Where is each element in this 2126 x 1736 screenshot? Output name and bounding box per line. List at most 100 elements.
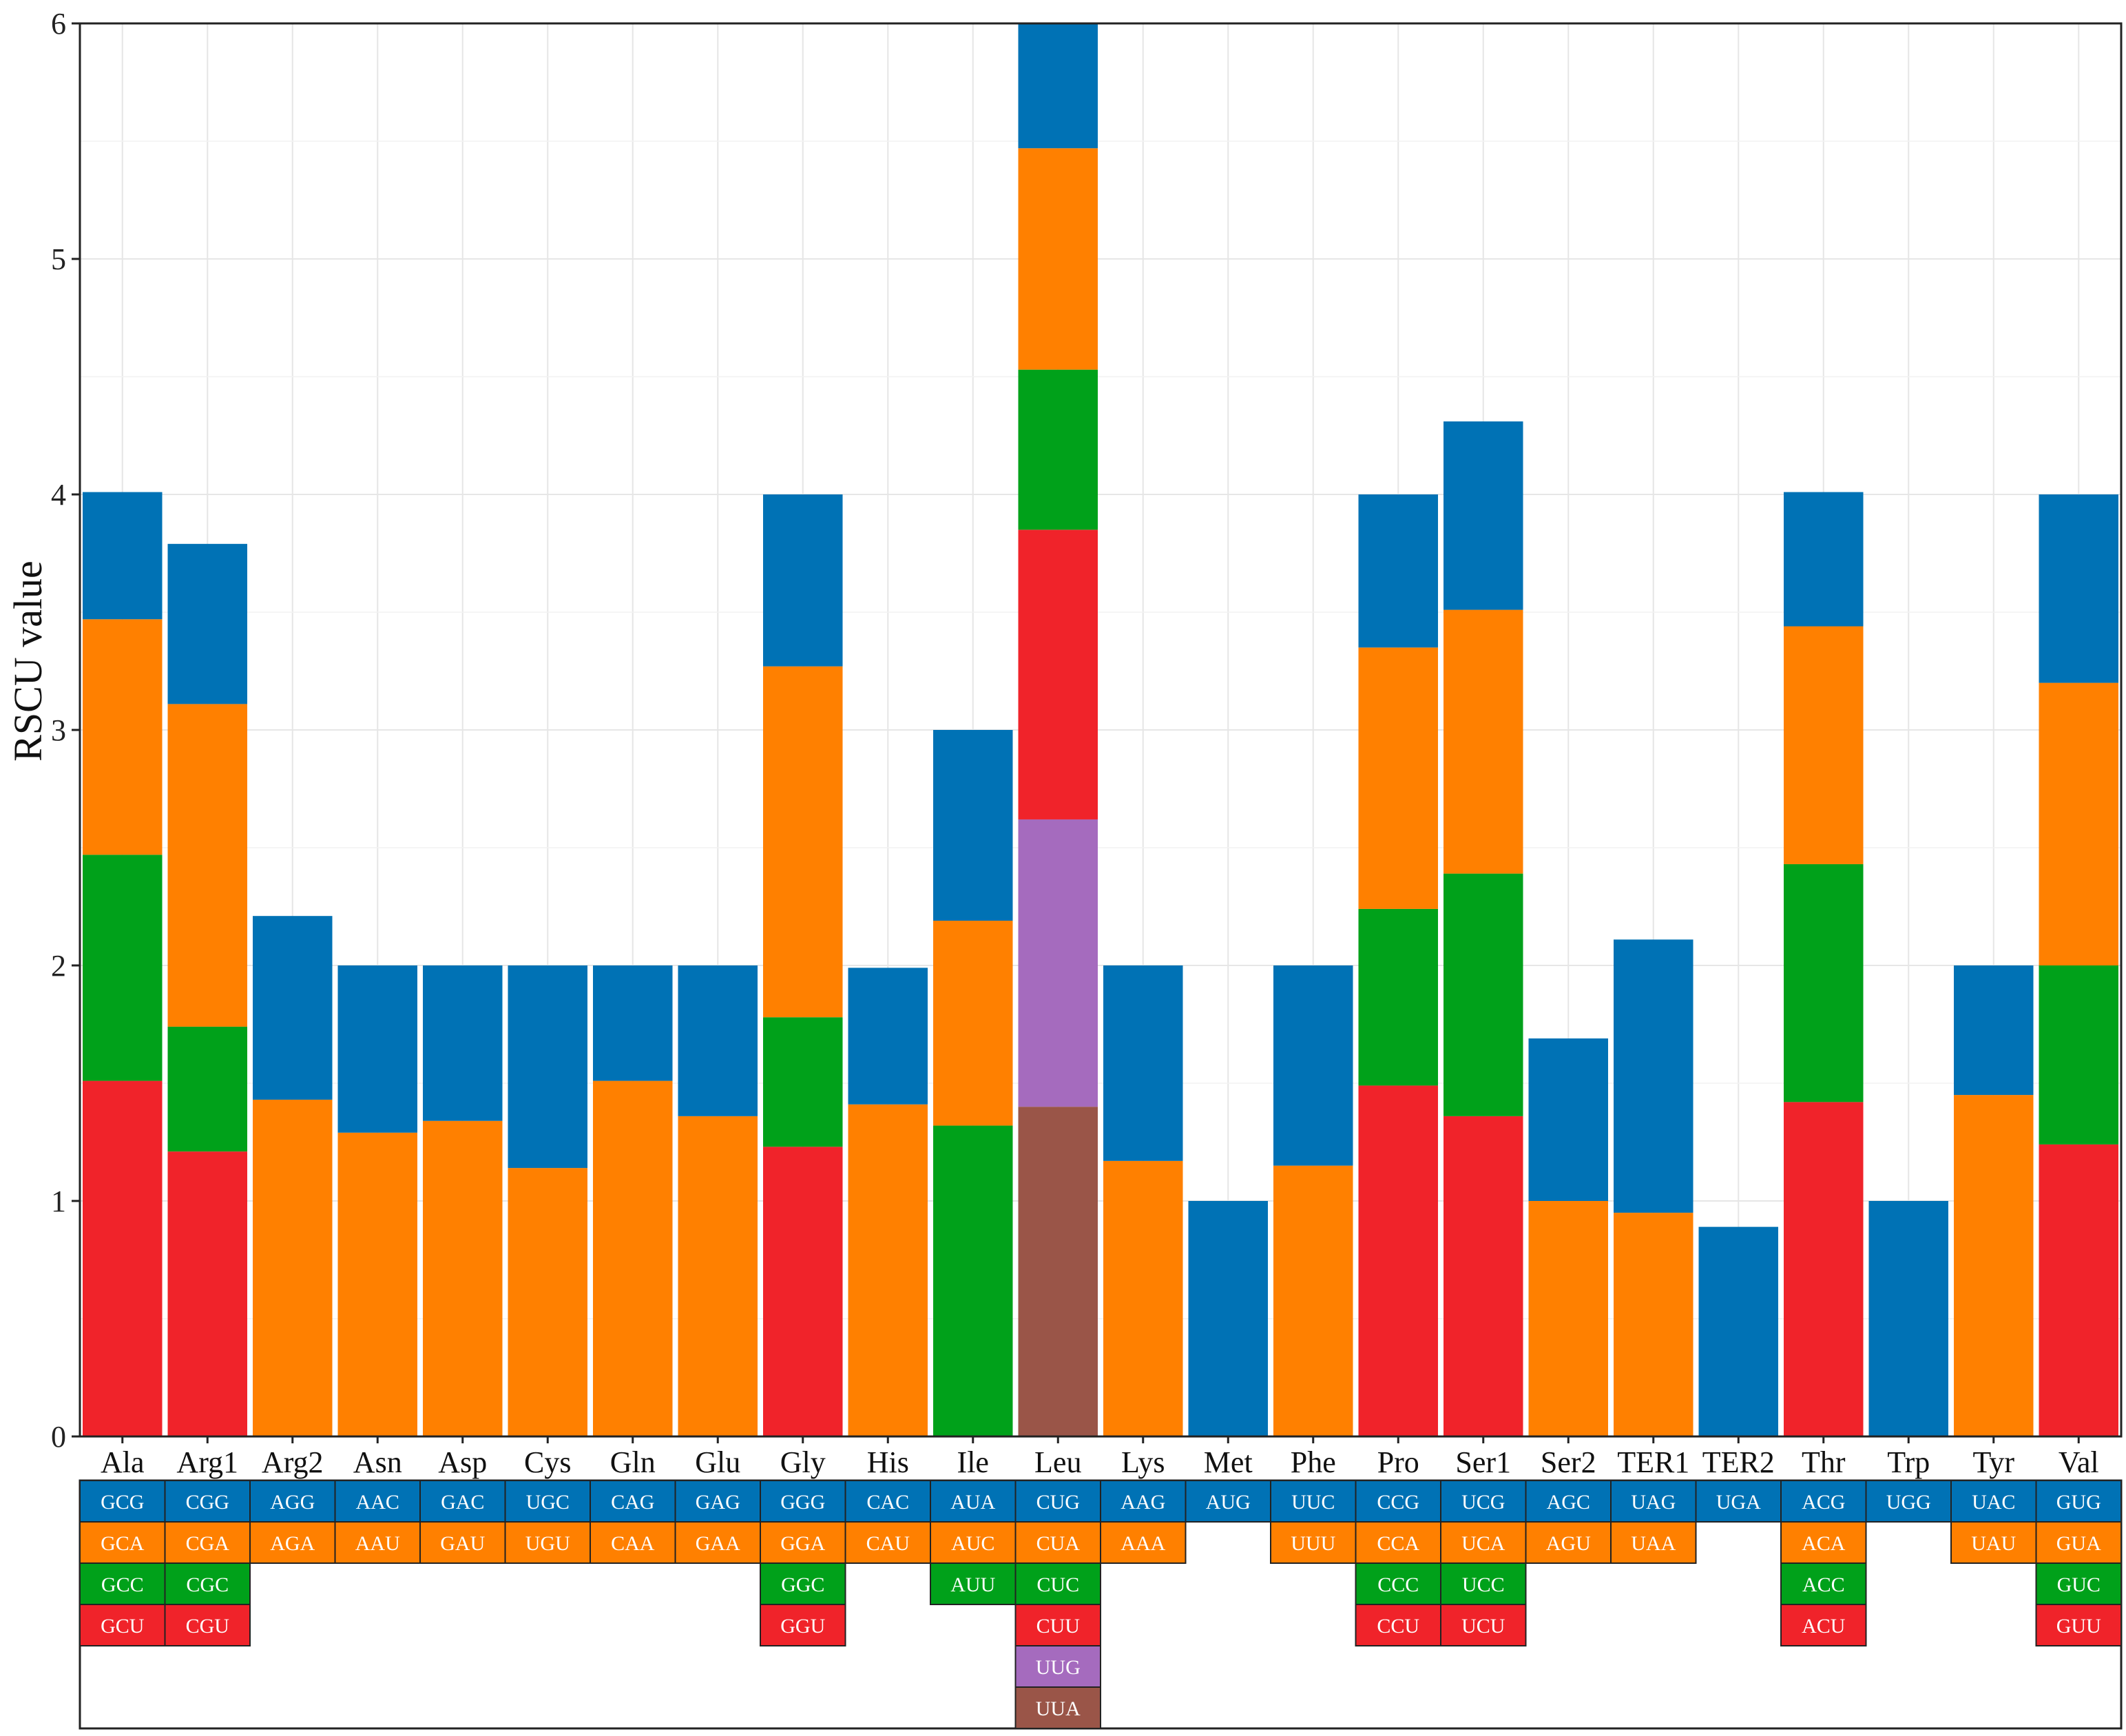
bar-stack-asp bbox=[423, 965, 503, 1436]
codon-cell-ucg: UCG bbox=[1440, 1480, 1527, 1523]
codon-cell-gcu: GCU bbox=[79, 1604, 166, 1646]
bar-stack-gln bbox=[593, 965, 673, 1436]
codon-cell-fill bbox=[1100, 1521, 1187, 1564]
codon-cell-fill bbox=[1525, 1480, 1612, 1523]
codon-cell-aug: AUG bbox=[1185, 1480, 1271, 1523]
codon-cell-gga: GGA bbox=[760, 1521, 846, 1564]
codon-label: CCA bbox=[1377, 1532, 1419, 1555]
codon-cell-fill bbox=[164, 1562, 251, 1605]
codon-cell-fill bbox=[1780, 1562, 1867, 1605]
codon-cell-fill bbox=[1014, 1562, 1101, 1605]
bar-segment-cac bbox=[848, 968, 928, 1105]
bar-segment-caa bbox=[593, 1080, 673, 1436]
codon-cell-uca: UCA bbox=[1440, 1521, 1527, 1564]
bar-segment-ugg bbox=[1868, 1201, 1948, 1436]
codon-label: GGG bbox=[780, 1491, 825, 1514]
bar-segment-uuu bbox=[1273, 1165, 1353, 1436]
x-category-label: His bbox=[867, 1445, 909, 1479]
codon-label: CUG bbox=[1036, 1491, 1080, 1514]
codon-cell-uaa: UAA bbox=[1610, 1521, 1697, 1564]
codon-cell-fill bbox=[930, 1562, 1017, 1605]
bar-segment-gaa bbox=[678, 1116, 758, 1436]
y-tick-label: 4 bbox=[51, 478, 66, 512]
codon-label: UUA bbox=[1036, 1697, 1081, 1720]
codon-label: GAA bbox=[696, 1532, 740, 1555]
codon-label: AAU bbox=[355, 1532, 400, 1555]
codon-cell-gua: GUA bbox=[2035, 1521, 2122, 1564]
bar-stack-glu bbox=[678, 965, 758, 1436]
x-category-label: Gly bbox=[780, 1445, 826, 1479]
bar-segment-cgc bbox=[167, 1026, 247, 1152]
y-tick-label: 1 bbox=[51, 1184, 66, 1218]
x-category-label: Met bbox=[1204, 1445, 1253, 1479]
bar-segment-ggu bbox=[763, 1147, 843, 1436]
codon-cell-fill bbox=[1100, 1480, 1187, 1523]
codon-label: CUA bbox=[1036, 1532, 1081, 1555]
y-tick-label: 3 bbox=[51, 713, 66, 747]
bar-segment-aau bbox=[337, 1132, 417, 1436]
bar-segment-gga bbox=[763, 666, 843, 1018]
codon-cell-fill bbox=[1014, 1686, 1101, 1729]
codon-cell-fill bbox=[844, 1480, 931, 1523]
bar-stack-phe bbox=[1273, 965, 1353, 1436]
codon-cell-uua: UUA bbox=[1014, 1686, 1101, 1729]
x-category-label: Ile bbox=[957, 1445, 989, 1479]
codon-label: UGU bbox=[525, 1532, 570, 1555]
codon-cell-fill bbox=[674, 1521, 761, 1564]
bar-stack-lys bbox=[1103, 965, 1183, 1436]
codon-cell-cac: CAC bbox=[844, 1480, 931, 1523]
codon-label: GUA bbox=[2056, 1532, 2101, 1555]
bar-stack-ser2 bbox=[1528, 1038, 1608, 1436]
codon-label: GGA bbox=[780, 1532, 825, 1555]
codon-cell-fill bbox=[1355, 1604, 1441, 1646]
codon-label: CGA bbox=[186, 1532, 230, 1555]
codon-cell-uga: UGA bbox=[1695, 1480, 1782, 1523]
codon-cell-agc: AGC bbox=[1525, 1480, 1612, 1523]
codon-cell-cgu: CGU bbox=[164, 1604, 251, 1646]
bar-segment-aua bbox=[933, 730, 1013, 921]
bar-segment-auc bbox=[933, 921, 1013, 1126]
codon-label: AUU bbox=[950, 1573, 995, 1596]
codon-label: AUG bbox=[1206, 1491, 1251, 1514]
bar-segment-ccg bbox=[1358, 494, 1438, 648]
codon-cell-cuu: CUU bbox=[1014, 1604, 1101, 1646]
codon-label: UCU bbox=[1461, 1615, 1505, 1638]
codon-label: UCC bbox=[1462, 1573, 1505, 1596]
codon-cell-fill bbox=[164, 1604, 251, 1646]
codon-cell-fill bbox=[2035, 1521, 2122, 1564]
x-category-label: Leu bbox=[1034, 1445, 1081, 1479]
codon-cell-ugu: UGU bbox=[504, 1521, 591, 1564]
bar-segment-ucu bbox=[1444, 1116, 1523, 1436]
codon-cell-fill bbox=[1780, 1521, 1867, 1564]
bar-segment-cuc bbox=[1018, 369, 1098, 530]
codon-cell-ucc: UCC bbox=[1440, 1562, 1527, 1605]
codon-label: UUG bbox=[1036, 1656, 1081, 1679]
x-category-label: Pro bbox=[1377, 1445, 1419, 1479]
bar-stack-leu bbox=[1018, 23, 1098, 1436]
codon-cell-aag: AAG bbox=[1100, 1480, 1187, 1523]
codon-label: ACG bbox=[1802, 1491, 1845, 1514]
bar-segment-ggc bbox=[763, 1017, 843, 1147]
codon-label: UUU bbox=[1291, 1532, 1335, 1555]
codon-cell-uau: UAU bbox=[1950, 1521, 2037, 1564]
bar-stack-ter1 bbox=[1614, 939, 1693, 1436]
bar-segment-gcg bbox=[83, 492, 163, 620]
x-category-label: TER1 bbox=[1617, 1445, 1689, 1479]
codon-cell-fill bbox=[844, 1521, 931, 1564]
codon-label: UGG bbox=[1886, 1491, 1931, 1514]
codon-cell-aua: AUA bbox=[930, 1480, 1017, 1523]
bar-segment-gcu bbox=[83, 1080, 163, 1436]
codon-cell-acg: ACG bbox=[1780, 1480, 1867, 1523]
codon-cell-ccu: CCU bbox=[1355, 1604, 1441, 1646]
codon-cell-fill bbox=[1780, 1480, 1867, 1523]
codon-cell-gac: GAC bbox=[419, 1480, 506, 1523]
codon-cell-aac: AAC bbox=[334, 1480, 421, 1523]
codon-label: GAU bbox=[440, 1532, 485, 1555]
bar-segment-uca bbox=[1444, 609, 1523, 874]
codon-cell-uag: UAG bbox=[1610, 1480, 1697, 1523]
codon-cell-fill bbox=[2035, 1562, 2122, 1605]
codon-label: AUA bbox=[950, 1491, 995, 1514]
codon-label: CCC bbox=[1377, 1573, 1419, 1596]
bar-stack-arg1 bbox=[167, 543, 247, 1436]
